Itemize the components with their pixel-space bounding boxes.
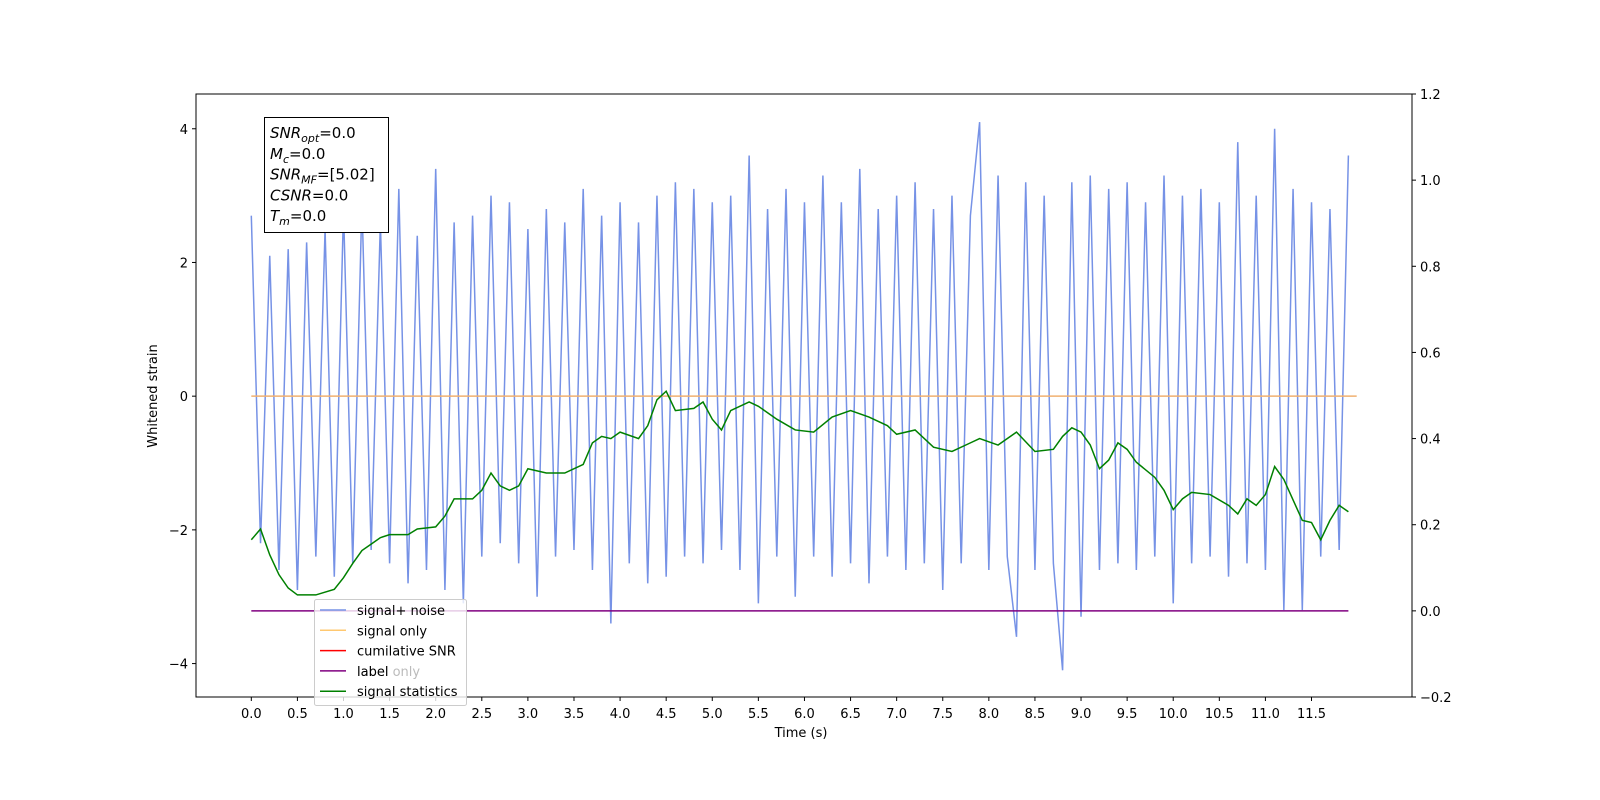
symbol: SNR [270,124,301,142]
subscript: MF [301,174,317,187]
x-tick-label: 0.0 [241,707,262,722]
x-tick-label: 2.0 [425,707,446,722]
legend: label only signal+ noise signal only cumila… [314,599,467,706]
y-tick-label: 4 [180,123,188,138]
annotation-line: Tm=0.0 [270,207,326,228]
x-tick-label: 5.0 [702,707,723,722]
symbol: CSNR [270,186,312,204]
x-tick-label: 2.5 [471,707,492,722]
y-axis-label: Whitened strain [146,344,161,447]
x-tick-label: 10.0 [1159,707,1188,722]
y-tick-label: 0 [180,390,188,405]
y2-tick-label: 1.2 [1420,88,1441,103]
legend-label: label [357,665,388,680]
annotation-line: SNRopt=0.0 [270,124,356,145]
y2-tick-label: 1.0 [1420,174,1441,189]
y-tick-label: −4 [169,658,188,673]
symbol: SNR [270,166,301,184]
x-tick-label: 8.5 [1025,707,1046,722]
x-axis-label: Time (s) [774,726,828,741]
legend-label: signal statistics [357,685,458,700]
x-tick-label: 9.0 [1071,707,1092,722]
subscript: m [279,215,290,228]
legend-hidden-entry: label only [357,665,420,680]
annotation-box [264,117,389,233]
x-tick-label: 5.5 [748,707,769,722]
subscript: c [283,153,289,166]
annotation-line: CSNR=0.0 [270,186,348,204]
y2-tick-label: 0.6 [1420,346,1441,361]
x-tick-label: 1.5 [379,707,400,722]
annotation-line: SNRMF=[5.02] [270,166,375,187]
symbol: M [270,145,283,163]
x-tick-label: 4.5 [656,707,677,722]
series-line [250,389,1349,596]
x-tick-label: 6.0 [794,707,815,722]
y-tick-label: 2 [180,256,188,271]
y2-tick-label: 0.8 [1420,260,1441,275]
legend-label: signal+ noise [357,604,445,619]
subscript: opt [301,132,320,145]
y2-tick-label: −0.2 [1420,691,1452,706]
x-tick-label: 3.0 [518,707,539,722]
x-tick-label: 9.5 [1117,707,1138,722]
x-tick-label: 4.0 [610,707,631,722]
value: =0.0 [319,124,355,142]
x-tick-label: 3.5 [564,707,585,722]
x-tick-label: 8.0 [978,707,999,722]
legend-box [314,599,467,706]
y2-tick-label: 0.2 [1420,519,1441,534]
annotation-line: Mc=0.0 [270,145,325,166]
x-tick-label: 7.0 [886,707,907,722]
y-tick-label: −2 [169,524,188,539]
y2-tick-label: 0.0 [1420,605,1441,620]
x-tick-label: 10.5 [1205,707,1234,722]
value: =0.0 [312,186,348,204]
legend-label: signal only [357,624,427,639]
value: =0.0 [289,145,325,163]
annotation: SNRopt=0.0Mc=0.0SNRMF=[5.02]CSNR=0.0Tm=0… [264,117,389,233]
x-tick-label: 7.5 [932,707,953,722]
x-tick-label: 1.0 [333,707,354,722]
x-tick-label: 11.0 [1251,707,1280,722]
y2-tick-label: 0.4 [1420,433,1441,448]
symbol: T [270,207,281,225]
series-line [250,122,1350,671]
x-tick-label: 0.5 [287,707,308,722]
x-tick-label: 6.5 [840,707,861,722]
legend-label: cumilative SNR [357,645,456,660]
x-tick-label: 11.5 [1297,707,1326,722]
value: =0.0 [290,207,326,225]
value: =[5.02] [317,166,375,184]
